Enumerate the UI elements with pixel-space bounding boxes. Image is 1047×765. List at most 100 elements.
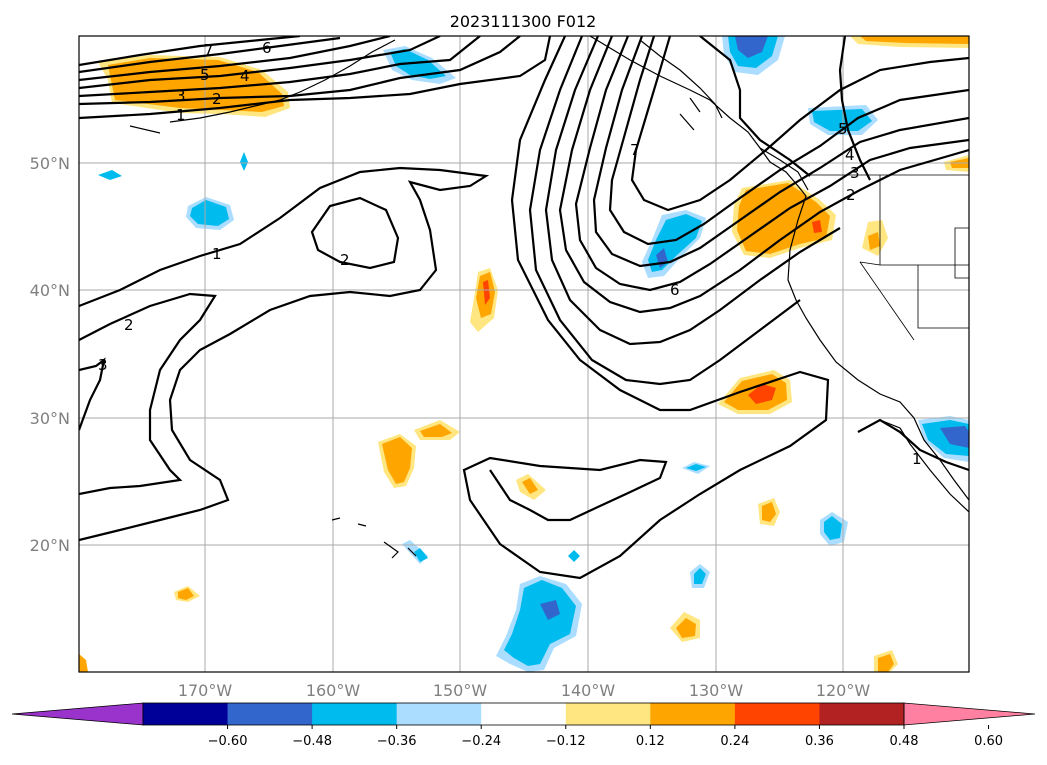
colorbar-segment	[481, 703, 567, 725]
contours	[79, 36, 969, 580]
contour-2-ring	[310, 196, 400, 270]
contour-trough-3	[544, 36, 841, 346]
contour-label: 3	[850, 164, 860, 182]
anomaly-blue-153w-core	[414, 548, 428, 562]
lat-label-50n: 50°N	[30, 154, 70, 173]
contour-trough-2	[528, 36, 801, 386]
contour-labels: 7 6 5 4 3 2 1 1 2 2 3 7 6 2 3 4 5 1	[98, 39, 922, 468]
contour-label: 1	[176, 106, 186, 124]
contour-label: 6	[262, 39, 272, 57]
contour-top-5	[79, 36, 391, 82]
anomaly-orange-152w-core	[420, 424, 452, 437]
colorbar-tick-label: 0.12	[636, 734, 665, 749]
contour-label: 7	[204, 41, 214, 59]
anomaly-orange-150w-red	[483, 280, 490, 305]
colorbar-tick-label: −0.36	[377, 734, 417, 749]
anomaly-orange-126w-red	[812, 220, 822, 233]
anomaly-blue-diamond	[240, 152, 248, 171]
colorbar-segment	[143, 703, 229, 725]
colorbar-frame	[142, 702, 905, 726]
contour-label: 6	[670, 281, 680, 299]
lon-label-120w: 120°W	[816, 681, 871, 700]
map-frame	[78, 35, 970, 673]
lon-label-140w: 140°W	[561, 681, 616, 700]
colorbar-segments	[143, 703, 905, 725]
contour-label: 5	[200, 66, 210, 84]
contour-label: 5	[838, 120, 848, 138]
contour-label: 4	[240, 67, 250, 85]
colorbar-tick-label: −0.48	[292, 734, 332, 749]
map-panel: 7 6 5 4 3 2 1 1 2 2 3 7 6 2 3 4 5 1	[78, 35, 970, 673]
anomaly-orange-155w-core	[382, 437, 412, 484]
contour-top-1	[79, 36, 552, 120]
contour-trough-1	[462, 36, 830, 580]
contour-1-se	[857, 418, 969, 472]
contour-trough-5	[574, 36, 969, 292]
contour-1-west	[79, 166, 490, 542]
anomaly-blue-small-1	[98, 170, 122, 180]
state-lines	[859, 175, 969, 341]
colorbar-segment	[396, 703, 482, 725]
anomaly-blue-nw-core	[390, 49, 446, 79]
contour-trough-4	[558, 36, 969, 314]
us-west-coast	[787, 195, 969, 501]
anomaly-orange-bottom-right-core	[878, 654, 894, 672]
alaska-coast	[589, 36, 809, 191]
anomaly-orange-bottom-left	[79, 654, 88, 672]
anomaly-orange-172w-core	[178, 588, 194, 600]
anomaly-blue-143w-inner	[540, 600, 560, 620]
anomaly-orange-126w-core	[737, 183, 830, 254]
anomaly-blue-143w-core	[504, 580, 576, 666]
plot-title: 2023111300 F012	[450, 12, 597, 31]
anomaly-orange-143w	[522, 478, 538, 494]
lat-label-30n: 30°N	[30, 409, 70, 428]
anomaly-blue-east-edge-inner	[940, 426, 969, 448]
colorbar-segment	[312, 703, 398, 725]
anomaly-blue-121w-core	[824, 516, 842, 540]
contour-label: 4	[845, 146, 855, 164]
contour-top-4	[79, 36, 441, 90]
lon-label-170w: 170°W	[178, 681, 233, 700]
contour-label: 2	[212, 90, 222, 108]
contour-label: 3	[176, 87, 186, 105]
contour-trough-6	[592, 36, 969, 268]
alaska-islands	[639, 39, 723, 131]
contour-3-west	[79, 357, 106, 431]
contour-top-3	[79, 36, 481, 98]
anomaly-blue-170w-core	[190, 200, 229, 226]
colorbar-tick-label: 0.24	[720, 734, 749, 749]
colorbar-tick-label: 0.36	[805, 734, 834, 749]
colorbar-tick-label: −0.12	[546, 734, 586, 749]
contour-east-1	[699, 36, 811, 177]
colorbar-extend-max	[903, 702, 1036, 726]
colorbar-tick-label: −0.24	[461, 734, 501, 749]
anomaly-orange-128w-red	[748, 384, 776, 404]
colorbar-tick-label: 0.60	[974, 734, 1003, 749]
colorbar-segment	[650, 703, 736, 725]
longitude-labels: 170°W 160°W 150°W 140°W 130°W 120°W	[178, 681, 871, 700]
colorbar-tick-label: 0.48	[890, 734, 919, 749]
contour-label: 1	[212, 245, 222, 263]
contour-label: 2	[340, 251, 350, 269]
anomaly-blue-130w-core	[694, 568, 706, 584]
anomaly-blue-ne-core	[812, 109, 872, 131]
contour-label: 3	[98, 356, 108, 374]
colorbar-segment	[565, 703, 651, 725]
contour-top-2	[79, 36, 521, 106]
anomaly-orange-ne-top-core	[860, 36, 969, 44]
lat-label-20n: 20°N	[30, 536, 70, 555]
lon-label-150w: 150°W	[433, 681, 488, 700]
anomaly-orange-east-small	[868, 232, 880, 250]
colorbar-segment	[819, 703, 905, 725]
anomaly-orange-132w-core	[676, 618, 696, 638]
anomaly-blue-dot	[568, 550, 580, 562]
graticule	[79, 36, 969, 672]
contour-label: 2	[124, 316, 134, 334]
bc-coast	[759, 147, 807, 197]
lon-label-160w: 160°W	[306, 681, 361, 700]
latitude-labels: 50°N 40°N 30°N 20°N	[30, 154, 70, 555]
colorbar: −0.60 −0.48 −0.36 −0.24 −0.12 0.12 0.24 0.36 0.4…	[11, 702, 1036, 749]
map-background	[79, 36, 969, 672]
contour-trough-8	[630, 36, 969, 212]
lat-label-40n: 40°N	[30, 281, 70, 300]
